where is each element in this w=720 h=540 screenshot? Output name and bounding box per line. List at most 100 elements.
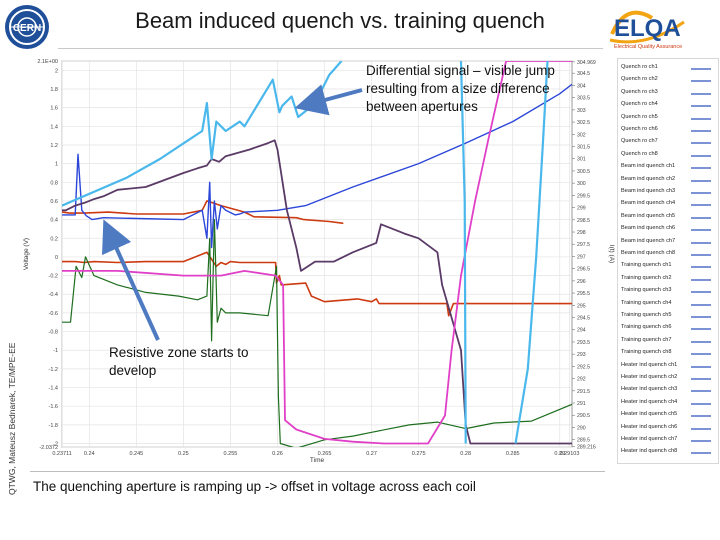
legend-label: Training quench ch5 [621,312,672,318]
legend-swatch [691,328,711,331]
cern-logo: CERN [5,5,49,49]
arrow-bottom [102,219,160,341]
right-tick-label: 302.5 [577,120,590,126]
header-rule [58,48,603,49]
legend-item: Quench ro ch6 [621,125,715,136]
legend-label: Quench ro ch3 [621,88,658,95]
right-tick-label: 300 [577,181,586,187]
legend-item: Beam ind quench ch4 [621,199,715,210]
legend-item: Beam ind quench ch7 [621,237,715,248]
legend-swatch [691,241,711,244]
legend-item: Training quench ch2 [621,274,715,285]
legend-label: Training quench ch1 [621,262,672,269]
legend-label: Quench ro ch1 [621,64,658,70]
legend-swatch [691,316,711,318]
legend-swatch [691,254,711,256]
right-tick-label: 289.216 [577,445,596,451]
y-tick-label: -1.2 [49,367,58,373]
legend-swatch [691,179,711,182]
legend-swatch [691,130,711,132]
right-tick-label: 298 [577,230,586,236]
y-tick-label: -1 [53,348,58,354]
legend-swatch [691,154,711,157]
legend-swatch [691,278,711,281]
legend-item: Quench ro ch5 [621,113,715,124]
y-tick-label: -0.6 [49,311,58,317]
legend-label: Training quench ch7 [621,336,672,343]
legend-swatch [691,204,711,207]
legend-label: Training quench ch6 [621,324,672,331]
elqa-logo: ELQA Electrical Quality Assurance [606,4,716,52]
right-tick-label: 303.5 [577,96,590,102]
right-tick-label: 295.5 [577,291,590,297]
legend-item: Quench ro ch7 [621,137,715,148]
right-tick-label: 297 [577,254,586,260]
legend-label: Beam ind quench ch3 [621,188,676,194]
y-tick-label: 2 [55,68,58,74]
y-tick-label: 1.6 [50,106,58,112]
series-line [62,200,344,225]
y-tick-label: -2.0372 [39,445,58,451]
right-tick-label: 291.5 [577,389,590,395]
legend-label: Heater ind quench ch6 [621,423,678,430]
legend-label: Quench ro ch5 [621,113,658,120]
right-tick-label: 298.5 [577,218,590,224]
svg-text:Electrical Quality Assurance: Electrical Quality Assurance [614,44,682,50]
legend-item: Beam ind quench ch8 [621,249,715,260]
y-tick-label: -2 [53,442,58,448]
right-tick-label: 291 [577,401,586,407]
legend-label: Beam ind quench ch7 [621,237,676,244]
legend-label: Beam ind quench ch8 [621,250,676,256]
legend-item: Training quench ch3 [621,286,715,297]
legend-swatch [691,167,711,170]
legend-item: Beam ind quench ch6 [621,224,715,235]
right-tick-label: 289.5 [577,438,590,444]
legend-swatch [691,365,711,368]
right-tick-label: 302 [577,132,586,138]
legend: Quench ro ch1 Quench ro ch2 Quench ro ch3 Q… [617,58,719,464]
legend-item: Heater ind quench ch1 [621,361,715,372]
x-tick-label: 0.245 [129,451,143,457]
legend-swatch [691,440,711,442]
x-tick-label: 0.255 [224,451,238,457]
y-tick-label: 0.6 [50,199,58,205]
legend-item: Training quench ch1 [621,261,715,272]
legend-swatch [691,378,711,380]
right-axis-label: I(t) (A) [608,245,615,263]
annotation-resistive-zone: Resistive zone starts to develop [109,345,249,378]
y-tick-label: -1.4 [49,386,58,392]
legend-item: Quench ro ch2 [621,75,715,86]
legend-swatch [691,340,711,343]
legend-label: Quench ro ch6 [621,126,658,132]
legend-swatch [691,353,711,356]
right-tick-label: 294 [577,328,586,334]
legend-label: Beam ind quench ch5 [621,212,676,219]
legend-swatch [691,92,711,95]
right-tick-label: 303 [577,108,586,114]
legend-swatch [691,415,711,418]
legend-label: Quench ro ch8 [621,150,658,157]
legend-label: Beam ind quench ch2 [621,175,676,182]
legend-swatch [691,105,711,108]
x-tick-label: 0.24 [84,451,95,457]
plot-area [61,60,573,448]
right-tick-label: 293 [577,352,586,358]
x-tick-label: 0.275 [412,451,426,457]
legend-item: Heater ind quench ch4 [621,398,715,409]
x-tick-label: 0.29103 [560,451,580,457]
legend-item: Training quench ch8 [621,348,715,359]
right-tick-label: 290.5 [577,413,590,419]
x-tick-label: 0.27 [366,451,377,457]
legend-label: Heater ind quench ch3 [621,386,678,393]
right-tick-label: 304.5 [577,71,590,77]
y-tick-label: -0.4 [49,292,58,298]
legend-item: Training quench ch5 [621,311,715,322]
series-line [62,83,572,249]
legend-swatch [691,291,711,294]
legend-label: Quench ro ch4 [621,101,658,108]
legend-label: Training quench ch2 [621,274,672,281]
right-tick-label: 301.5 [577,145,590,151]
right-tick-label: 295 [577,303,586,309]
y-tick-label: 1 [55,162,58,168]
legend-label: Heater ind quench ch7 [621,436,678,442]
